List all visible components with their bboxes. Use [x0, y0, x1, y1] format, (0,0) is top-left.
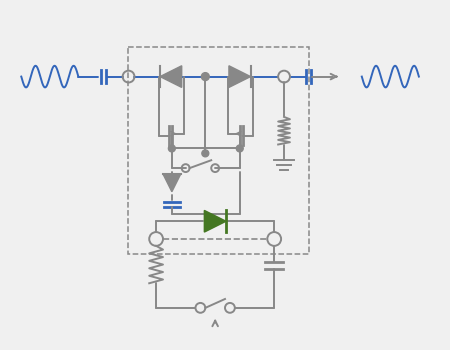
Circle shape [236, 145, 243, 152]
Polygon shape [163, 174, 181, 192]
Polygon shape [160, 66, 182, 88]
Circle shape [202, 150, 209, 157]
Bar [127, 47, 309, 254]
Circle shape [202, 73, 209, 80]
Circle shape [168, 145, 176, 152]
Polygon shape [229, 66, 251, 88]
Polygon shape [204, 210, 226, 232]
